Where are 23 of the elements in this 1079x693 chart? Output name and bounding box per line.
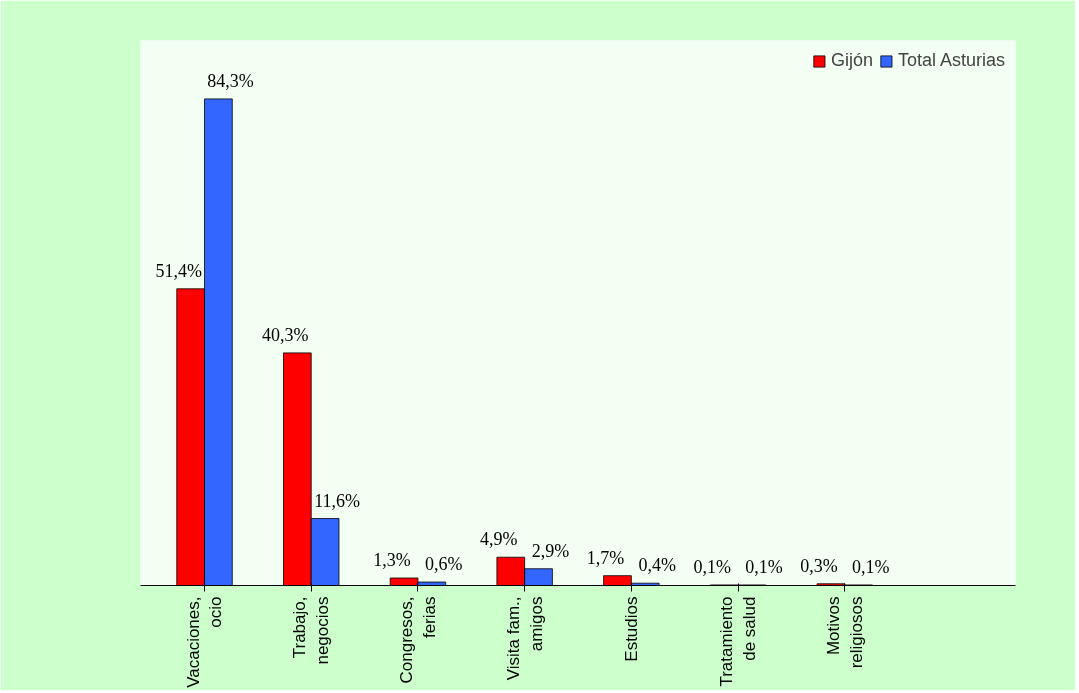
data-label: 0,1% — [693, 556, 731, 577]
data-label: 0,4% — [638, 555, 676, 576]
data-label: 0,3% — [800, 555, 838, 576]
data-label: 51,4% — [155, 260, 202, 281]
data-label: 40,3% — [262, 324, 309, 345]
x-tick-label: Congresos, ferias — [397, 596, 439, 684]
data-label: 84,3% — [207, 70, 254, 91]
data-label: 0,1% — [745, 556, 783, 577]
x-tick-label: Vacaciones, ocio — [183, 596, 226, 688]
data-label: 2,9% — [531, 540, 570, 561]
data-label: 0,6% — [425, 554, 463, 575]
data-label: 1,3% — [373, 550, 411, 570]
x-tick-label: Estudios — [621, 596, 641, 662]
x-tick-label: Visita fam., amigos — [503, 596, 546, 681]
data-label: 0,1% — [851, 556, 890, 577]
data-label: 11,6% — [314, 490, 361, 511]
data-label: 1,7% — [586, 547, 625, 568]
legend-label: Gijón — [830, 50, 873, 71]
x-tick-label: Tratamiento de salud — [717, 596, 759, 687]
x-tick-label: Trabajo, negocios — [290, 596, 333, 665]
legend-label: Total Asturias — [897, 50, 1005, 71]
data-label: 4,9% — [480, 529, 518, 550]
x-tick-label: Motivos religiosos — [823, 596, 866, 669]
